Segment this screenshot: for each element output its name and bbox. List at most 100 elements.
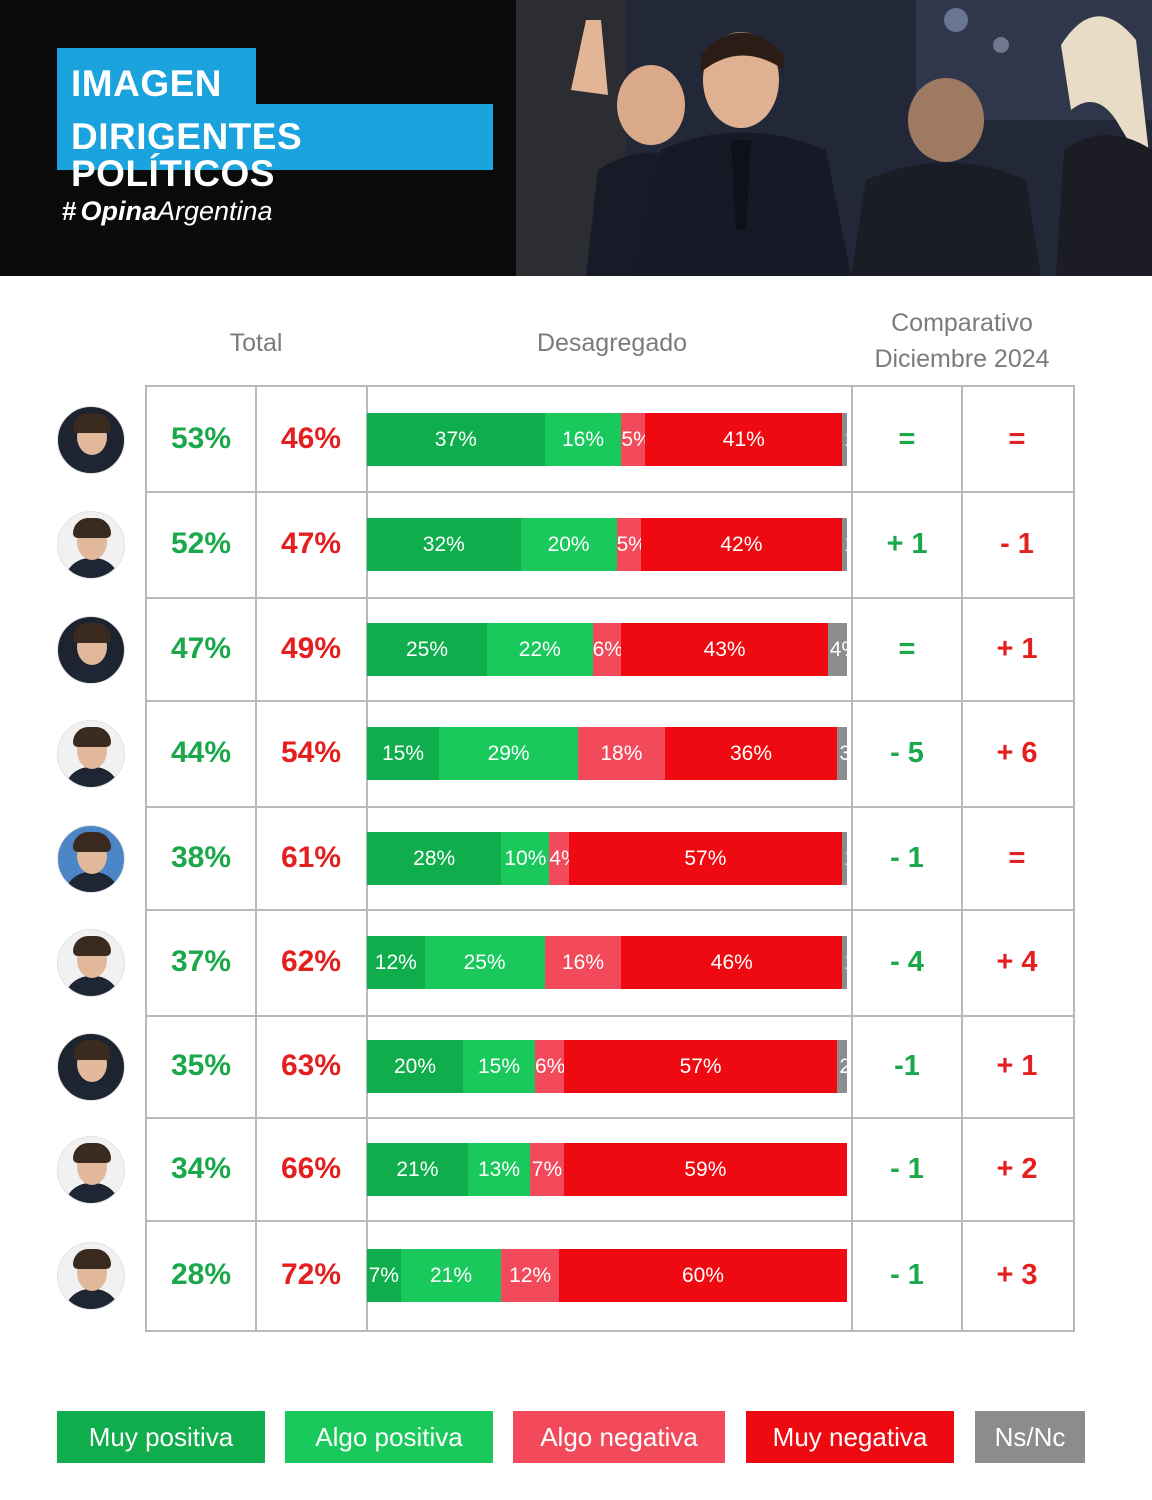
compare-negative: + 4 (996, 946, 1038, 978)
politician-avatar (57, 929, 125, 997)
row-divider (145, 491, 1075, 493)
brand-logo: # OpinaArgentina (62, 198, 273, 225)
bar-segment: 12% (367, 936, 425, 989)
bar-segment: 28% (367, 831, 502, 885)
column-divider (851, 385, 853, 1332)
negative-total: 72% (280, 1258, 342, 1291)
bar-segment: 18% (578, 727, 665, 780)
stacked-bar: 32%20%5%42%1% (367, 518, 847, 571)
bar-segment: 4% (549, 831, 569, 885)
compare-positive: - 1 (890, 841, 924, 874)
row-divider (145, 1117, 1075, 1119)
stacked-bar: 21%13%7%59%1% (367, 1142, 847, 1196)
bar-segment: 16% (544, 412, 622, 466)
comparativo-line-1: Comparativo (891, 309, 1033, 337)
compare-positive: - 4 (890, 946, 924, 978)
negative-total: 62% (280, 945, 342, 978)
compare-negative: + 1 (996, 632, 1038, 665)
desagregado-column-header: Desagregado (536, 329, 688, 357)
bar-segment: 1% (842, 518, 847, 571)
comparativo-column-header: Comparativo Diciembre 2024 (851, 305, 1073, 378)
stacked-bar: 15%29%18%36%3% (367, 727, 847, 780)
bar-segment: 7% (530, 1142, 564, 1196)
column-divider (961, 385, 963, 1332)
bar-segment: 57% (568, 831, 843, 885)
table-frame (145, 385, 1075, 1332)
bar-segment: 16% (544, 936, 622, 989)
title-line-1: IMAGEN (57, 48, 256, 108)
bar-segment: 20% (367, 1040, 463, 1093)
bar-segment: 5% (616, 518, 641, 571)
negative-total: 61% (280, 840, 342, 874)
bar-segment: 1% (842, 936, 847, 989)
hash-icon: # (62, 196, 77, 226)
politician-avatar (57, 1033, 125, 1101)
stacked-bar: 28%10%4%57%1% (367, 831, 847, 885)
bar-segment: 7% (367, 1249, 401, 1302)
row-divider (145, 597, 1075, 599)
bar-segment: 6% (592, 622, 622, 676)
bar-segment: 41% (645, 412, 843, 466)
bar-segment: 21% (367, 1142, 468, 1196)
positive-total: 28% (170, 1258, 232, 1291)
bar-segment: 6% (535, 1040, 564, 1093)
bar-segment: 59% (563, 1142, 847, 1196)
legend-muy-negativa: Muy negativa (746, 1411, 954, 1463)
bar-segment: 5% (621, 412, 646, 466)
compare-positive: - 1 (890, 1152, 924, 1185)
positive-total: 47% (170, 631, 232, 665)
stacked-bar: 25%22%6%43%4% (367, 622, 847, 676)
row-divider (145, 1220, 1075, 1222)
legend-algo-negativa: Algo negativa (513, 1411, 725, 1463)
bar-segment: 43% (621, 622, 828, 676)
compare-positive: - 1 (890, 1259, 924, 1291)
bar-segment: 2% (837, 1040, 847, 1093)
positive-total: 52% (170, 527, 232, 560)
bar-segment: 22% (487, 622, 593, 676)
bar-segment: 20% (520, 518, 617, 571)
bar-segment: 32% (367, 518, 521, 571)
bar-segment: 29% (439, 727, 579, 780)
legend-ns-nc: Ns/Nc (975, 1411, 1085, 1463)
compare-negative: = (1008, 841, 1026, 874)
positive-total: 44% (170, 736, 232, 769)
compare-negative: + 3 (996, 1259, 1038, 1291)
bar-segment: 25% (424, 936, 545, 989)
bar-segment: 1% (842, 831, 847, 885)
politician-avatar (57, 1242, 125, 1310)
compare-positive: = (898, 632, 916, 665)
title-line-2: DIRIGENTES POLÍTICOS (57, 104, 493, 192)
legend-algo-positiva: Algo positiva (285, 1411, 493, 1463)
row-divider (145, 909, 1075, 911)
row-divider (145, 700, 1075, 702)
bar-segment: 42% (640, 518, 843, 571)
positive-total: 38% (170, 840, 232, 874)
bar-segment: 3% (837, 727, 847, 780)
stacked-bar: 7%21%12%60%1% (367, 1249, 847, 1302)
bar-segment: 37% (367, 412, 545, 466)
stacked-bar: 20%15%6%57%2% (367, 1040, 847, 1093)
row-divider (145, 806, 1075, 808)
bar-segment: 25% (367, 622, 487, 676)
politician-avatar (57, 511, 125, 579)
compare-negative: = (1008, 422, 1026, 455)
politician-avatar (57, 824, 125, 893)
bar-segment: 4% (827, 622, 847, 676)
compare-positive: = (898, 422, 916, 455)
positive-total: 35% (170, 1049, 232, 1082)
compare-negative: + 1 (996, 1050, 1038, 1082)
bar-segment: 57% (563, 1040, 838, 1093)
negative-total: 63% (280, 1049, 342, 1082)
bar-segment: 12% (501, 1249, 559, 1302)
compare-negative: + 6 (996, 737, 1038, 769)
compare-negative: + 2 (996, 1152, 1038, 1185)
bar-segment: 13% (467, 1142, 531, 1196)
bar-segment: 15% (367, 727, 439, 780)
politician-avatar (57, 1135, 125, 1204)
bar-segment: 10% (501, 831, 550, 885)
positive-total: 34% (170, 1151, 232, 1185)
brand-part-1: Opina (80, 196, 157, 226)
stacked-bar: 37%16%5%41%1% (367, 412, 847, 466)
bar-segment: 60% (559, 1249, 847, 1302)
stacked-bar: 12%25%16%46%1% (367, 936, 847, 989)
